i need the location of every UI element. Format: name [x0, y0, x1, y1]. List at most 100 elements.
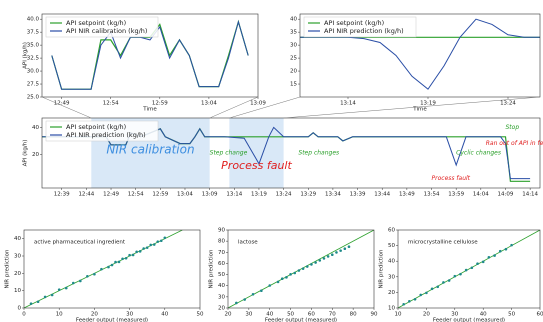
point: [442, 281, 445, 284]
point: [276, 280, 280, 284]
point: [408, 299, 411, 303]
point: [79, 279, 82, 283]
point: [301, 267, 305, 270]
point: [493, 254, 496, 257]
y-tick-label: 15: [290, 82, 297, 88]
chart: 25.0 27.5 30.0 32.5 35.0 37.5 40.0 12:49 12:54 12…: [23, 13, 266, 113]
x-tick-label: 13:04: [177, 192, 193, 198]
y-tick-label: 25: [290, 56, 297, 62]
point: [322, 257, 326, 260]
x-tick-label: 12:44: [78, 192, 94, 198]
point: [29, 302, 33, 305]
legend-box: [45, 120, 159, 142]
x-tick-label: 12:49: [103, 192, 119, 198]
y-tick-label: 10: [388, 306, 395, 312]
point: [310, 263, 313, 266]
point: [128, 253, 131, 257]
x-tick-label: 10: [395, 312, 402, 318]
annotation: Step changes: [298, 150, 339, 157]
point: [117, 260, 121, 264]
point: [481, 260, 485, 264]
point: [50, 293, 54, 297]
y-tick-label: 50: [218, 272, 225, 278]
y-tick-label: 40: [290, 17, 297, 23]
chart: 15 20 25 30 35 40 13:14 13:19 13:24 API setpoint …: [290, 13, 541, 113]
legend-label: API NIR prediction (kg/h): [66, 131, 146, 139]
point: [43, 295, 47, 299]
x-tick-label: 12:59: [152, 192, 168, 198]
point: [335, 251, 338, 254]
x-tick-label: 12:54: [103, 101, 119, 107]
chart-title: lactose: [238, 240, 258, 246]
y-tick-label: 27.5: [27, 82, 40, 88]
y-tick-label: 30: [388, 274, 395, 280]
y-axis-label: NIR prediction: [379, 249, 385, 288]
y-tick-label: 20: [218, 306, 225, 312]
point: [149, 243, 153, 247]
x-tick-label: 60: [308, 312, 315, 318]
x-tick-label: 13:14: [226, 192, 242, 198]
x-tick-label: 40: [480, 312, 487, 318]
point: [36, 300, 40, 304]
y-axis-label: NIR prediction: [5, 249, 11, 288]
point: [343, 247, 347, 251]
chart: 0 10 20 30 40 0 10 20 30 40 50 active pharmaceutica…: [5, 229, 204, 322]
point: [131, 253, 135, 257]
y-tick-label: 40.0: [27, 17, 40, 23]
point: [487, 255, 491, 259]
x-axis-label: Feeder output (measured): [433, 318, 505, 322]
y-tick-label: 60: [218, 261, 225, 267]
zoom-connector: [283, 96, 541, 119]
axes-frame: [227, 229, 375, 309]
identity-line: [24, 230, 183, 308]
point: [93, 272, 96, 276]
plot-area: API setpoint (kg/h)API NIR prediction (k…: [42, 120, 531, 182]
point: [280, 277, 284, 280]
legend-label: API setpoint (kg/h): [66, 123, 126, 131]
point: [243, 298, 246, 301]
point: [498, 249, 502, 253]
x-tick-label: 40: [266, 312, 273, 318]
axes-frame: [41, 13, 259, 98]
x-tick-label: 90: [371, 312, 378, 318]
axes-frame: [23, 229, 201, 309]
point: [453, 274, 457, 278]
point: [504, 247, 508, 251]
span-label: NIR calibration: [106, 143, 194, 157]
y-tick-label: 60: [388, 228, 395, 234]
x-tick-label: 14:09: [498, 192, 514, 198]
y-axis-label: API (kg/h): [23, 42, 29, 69]
x-tick-label: 13:29: [300, 192, 316, 198]
x-tick-label: 60: [537, 312, 543, 318]
x-tick-label: 13:09: [202, 192, 218, 198]
point: [71, 281, 75, 285]
axes-frame: [299, 13, 541, 98]
point: [305, 265, 309, 268]
chart: 20 30 40 50 60 70 80 90 20 30 40 50 60 70 80 90 lactose F…: [209, 228, 378, 322]
legend-label: API NIR prediction (kg/h): [324, 27, 404, 35]
point: [402, 302, 405, 306]
span-label: Process fault: [221, 159, 292, 172]
plot-area: API setpoint (kg/h)API NIR prediction (k…: [300, 16, 540, 90]
x-tick-label: 13:54: [424, 192, 440, 198]
x-tick-label: 13:24: [500, 101, 516, 107]
point: [121, 257, 124, 261]
y-tick-label: 40: [388, 259, 395, 265]
point: [135, 250, 138, 254]
x-tick-label: 12:59: [152, 101, 168, 107]
x-tick-label: 13:59: [448, 192, 464, 198]
y-tick-label: 30.0: [27, 69, 40, 75]
legend-label: API setpoint (kg/h): [324, 19, 384, 27]
y-axis-label: NIR prediction: [209, 249, 215, 288]
point: [413, 297, 417, 301]
point: [100, 267, 103, 271]
legend: API setpoint (kg/h)API NIR prediction (k…: [303, 16, 417, 38]
y-tick-label: 20: [290, 69, 297, 75]
x-tick-label: 13:19: [251, 192, 267, 198]
point: [159, 239, 163, 243]
x-tick-label: 30: [245, 312, 252, 318]
y-tick-label: 25.0: [27, 95, 40, 101]
x-tick-label: 12:54: [128, 192, 144, 198]
y-tick-label: 90: [218, 228, 225, 234]
x-tick-label: 0: [22, 312, 26, 318]
